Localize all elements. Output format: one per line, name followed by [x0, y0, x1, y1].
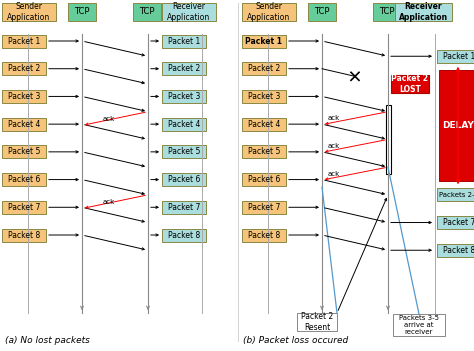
Text: Receiver
Application: Receiver Application	[399, 2, 448, 22]
Text: Packet 1: Packet 1	[246, 37, 283, 46]
Bar	[437, 50, 474, 63]
Bar	[373, 3, 401, 21]
Bar	[437, 216, 474, 229]
Text: Packet 7: Packet 7	[443, 218, 474, 227]
Bar	[2, 34, 46, 47]
Bar	[297, 313, 337, 331]
Text: DELAY: DELAY	[442, 121, 474, 130]
Bar	[242, 62, 286, 75]
Bar	[391, 75, 429, 93]
Bar	[242, 229, 286, 241]
Bar	[439, 70, 474, 181]
Bar	[162, 3, 216, 21]
Bar	[242, 34, 286, 47]
Text: Sender
Application: Sender Application	[247, 2, 291, 22]
Text: Packet 7: Packet 7	[248, 203, 280, 212]
Bar	[2, 229, 46, 241]
Text: Packet 4: Packet 4	[8, 120, 40, 129]
Bar	[162, 34, 206, 47]
Text: ack: ack	[328, 171, 340, 177]
Bar	[242, 3, 296, 21]
Bar	[2, 62, 46, 75]
Text: Packet 1: Packet 1	[168, 37, 200, 46]
Bar	[2, 201, 46, 214]
Bar	[162, 229, 206, 241]
Text: ack: ack	[103, 199, 115, 205]
Text: Packet 8: Packet 8	[248, 231, 280, 239]
Text: (a) No lost packets: (a) No lost packets	[5, 336, 90, 345]
Text: ack: ack	[103, 115, 115, 121]
Bar	[242, 90, 286, 103]
Text: Packet 7: Packet 7	[168, 203, 200, 212]
Text: Packet 4: Packet 4	[248, 120, 280, 129]
Bar	[2, 118, 46, 131]
Bar	[2, 90, 46, 103]
Text: Packet 3: Packet 3	[168, 92, 200, 101]
Bar	[162, 173, 206, 186]
Text: Packet 2
Resent: Packet 2 Resent	[301, 312, 333, 332]
Text: Packets 3-5
arrive at
receiver: Packets 3-5 arrive at receiver	[399, 315, 439, 335]
Bar	[242, 201, 286, 214]
Text: Packet 2
LOST: Packet 2 LOST	[392, 74, 428, 94]
Bar	[133, 3, 161, 21]
Text: Packet 8: Packet 8	[443, 246, 474, 255]
Bar	[386, 105, 391, 174]
Bar	[2, 173, 46, 186]
Text: Packet 2: Packet 2	[8, 64, 40, 73]
Bar	[242, 145, 286, 158]
Bar	[437, 244, 474, 257]
Text: TCP: TCP	[379, 7, 395, 16]
Text: Packet 5: Packet 5	[168, 147, 200, 156]
Text: Packet 6: Packet 6	[8, 175, 40, 184]
Text: ack: ack	[328, 143, 340, 149]
Text: Packet 6: Packet 6	[168, 175, 200, 184]
Text: Packet 8: Packet 8	[168, 231, 200, 239]
Text: Packet 8: Packet 8	[8, 231, 40, 239]
Text: Receiver
Application: Receiver Application	[167, 2, 210, 22]
Bar	[437, 188, 474, 201]
Text: Packet 3: Packet 3	[8, 92, 40, 101]
Text: Packet 1: Packet 1	[8, 37, 40, 46]
Bar	[162, 90, 206, 103]
Bar	[162, 201, 206, 214]
Bar	[393, 314, 445, 336]
Text: Packet 5: Packet 5	[8, 147, 40, 156]
Text: ack: ack	[328, 115, 340, 121]
Bar	[162, 62, 206, 75]
Text: Packets 2-6: Packets 2-6	[439, 192, 474, 198]
Bar	[2, 3, 56, 21]
Bar	[395, 3, 452, 21]
Bar	[242, 118, 286, 131]
Text: TCP: TCP	[139, 7, 155, 16]
Text: Packet 2: Packet 2	[168, 64, 200, 73]
Bar	[68, 3, 96, 21]
Text: Packet 1: Packet 1	[443, 52, 474, 61]
Text: Packet 2: Packet 2	[248, 64, 280, 73]
Text: Packet 6: Packet 6	[248, 175, 280, 184]
Bar	[162, 118, 206, 131]
Bar	[162, 145, 206, 158]
Text: Packet 7: Packet 7	[8, 203, 40, 212]
Text: Sender
Application: Sender Application	[8, 2, 51, 22]
Bar	[2, 145, 46, 158]
Text: Packet 3: Packet 3	[248, 92, 280, 101]
Text: TCP: TCP	[314, 7, 330, 16]
Bar	[308, 3, 336, 21]
Text: (b) Packet loss occured: (b) Packet loss occured	[243, 336, 348, 345]
Text: Packet 5: Packet 5	[248, 147, 280, 156]
Text: Packet 4: Packet 4	[168, 120, 200, 129]
Bar	[242, 173, 286, 186]
Text: TCP: TCP	[74, 7, 90, 16]
